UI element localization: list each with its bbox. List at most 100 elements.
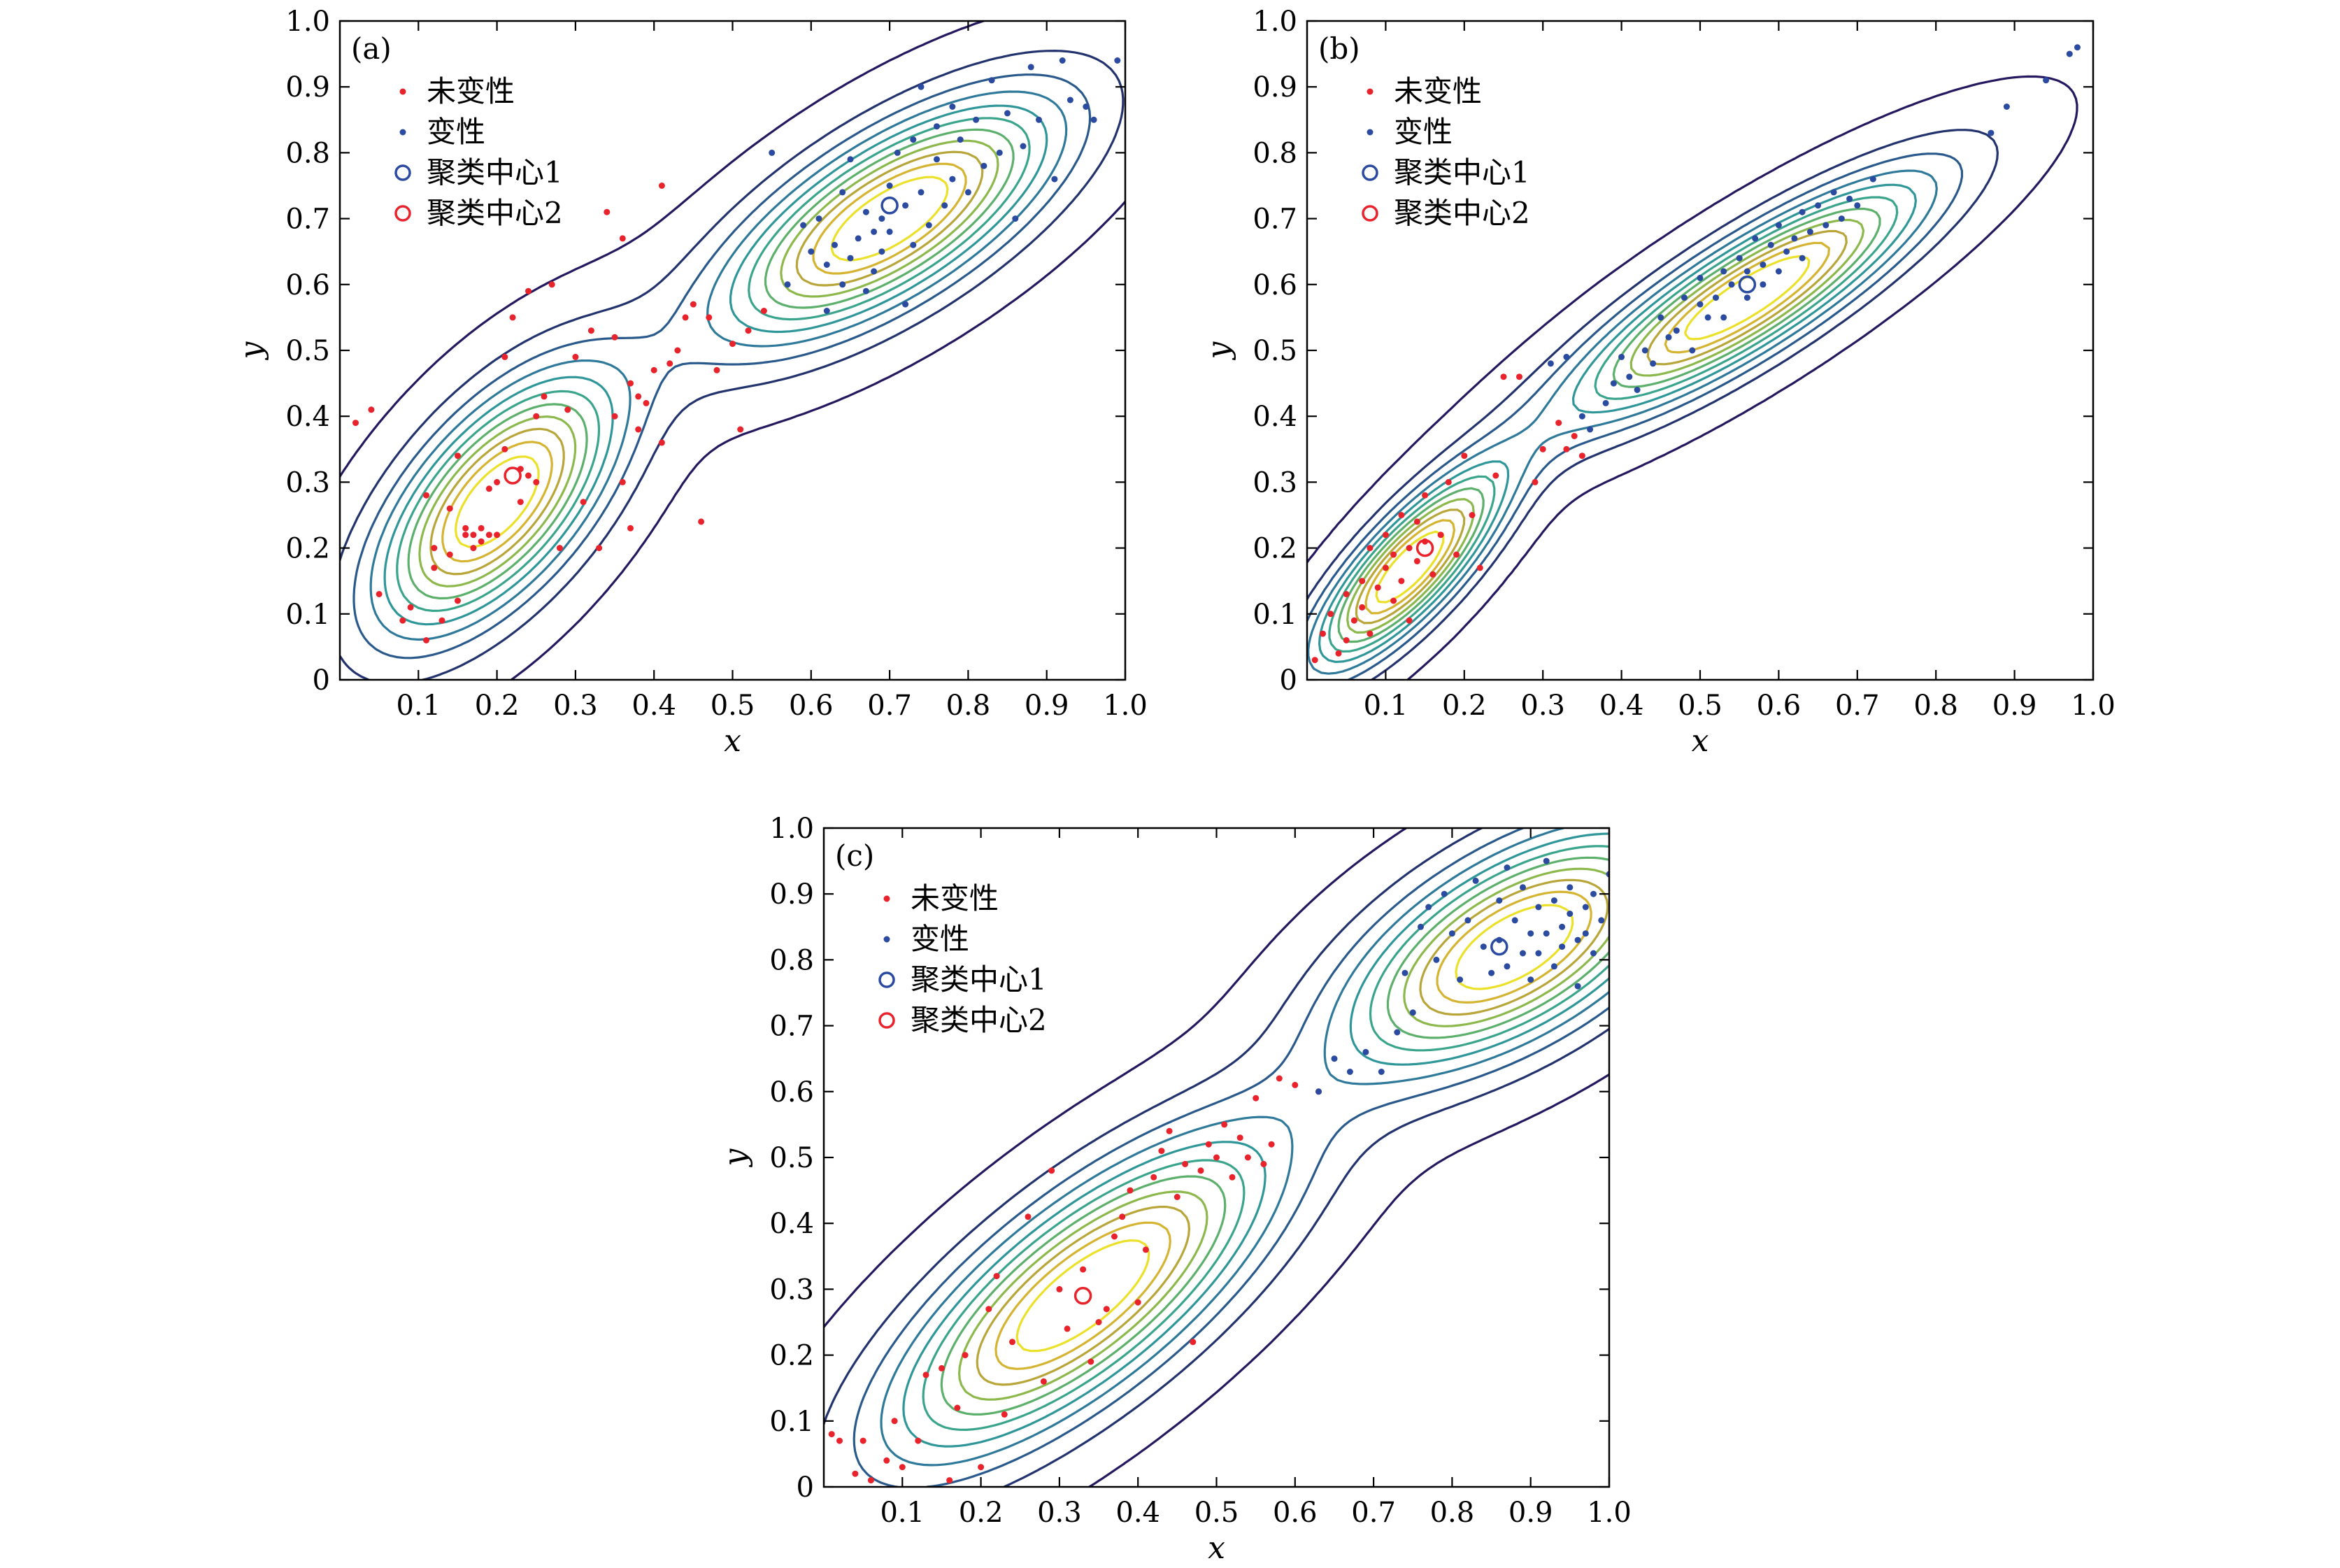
point-unmutated [985, 1306, 992, 1313]
legend-marker [878, 971, 895, 988]
point-unmutated [587, 327, 594, 334]
point-unmutated [1327, 611, 1334, 618]
legend-label: 聚类中心2 [1394, 196, 1530, 230]
point-mutated [1433, 956, 1440, 963]
point-mutated [1838, 215, 1845, 222]
x-axis-label: x [1208, 1530, 1225, 1566]
point-unmutated [1578, 452, 1585, 459]
y-tick-label: 0.8 [769, 944, 814, 976]
point-mutated [1574, 983, 1581, 990]
point-unmutated [564, 406, 571, 413]
point-mutated [910, 136, 917, 143]
point-unmutated [666, 360, 673, 367]
cluster-center-1-marker [880, 197, 899, 215]
point-unmutated [478, 525, 485, 532]
point-unmutated [690, 301, 697, 308]
x-tick-label: 0.6 [789, 690, 834, 722]
point-unmutated [852, 1470, 859, 1477]
contour-level-8 [958, 867, 1609, 1401]
point-unmutated [1119, 1213, 1126, 1220]
scatter-points [1311, 44, 2081, 664]
contour-level-9 [1355, 229, 1848, 625]
point-unmutated [1056, 1285, 1063, 1292]
point-mutated [1027, 64, 1034, 71]
y-tick-label: 0.6 [769, 1076, 814, 1109]
point-unmutated [1253, 1095, 1260, 1102]
point-unmutated [619, 235, 626, 242]
point-mutated [980, 162, 987, 169]
point-unmutated [1367, 545, 1374, 552]
contour-level-4 [880, 828, 1609, 1467]
point-mutated [1665, 334, 1672, 341]
point-mutated [784, 281, 791, 288]
point-unmutated [1087, 1358, 1094, 1365]
x-tick-label: 0.8 [1913, 690, 1958, 722]
legend-label: 变性 [911, 922, 969, 956]
point-unmutated [1390, 551, 1397, 558]
point-mutated [1394, 1029, 1401, 1036]
y-tick-label: 0.1 [285, 599, 330, 631]
point-mutated [1598, 917, 1605, 924]
point-unmutated [729, 341, 736, 348]
y-tick-label: 0.4 [1253, 401, 1297, 433]
point-unmutated [1205, 1141, 1212, 1148]
contour-level-1 [1307, 75, 2078, 680]
point-unmutated [455, 452, 461, 459]
contour-level-4 [1307, 169, 1938, 675]
contour-level-10 [994, 890, 1592, 1370]
point-mutated [1488, 969, 1495, 976]
y-tick-label: 0.2 [285, 533, 330, 565]
legend-marker [399, 88, 406, 95]
point-unmutated [580, 499, 587, 506]
point-unmutated [643, 399, 650, 406]
y-tick-label: 0.4 [769, 1208, 814, 1240]
point-mutated [894, 149, 901, 156]
point-unmutated [1398, 512, 1405, 518]
point-mutated [1012, 215, 1019, 222]
point-unmutated [572, 353, 579, 360]
point-mutated [1559, 923, 1566, 930]
point-mutated [1728, 281, 1735, 288]
scatter-points [828, 857, 1609, 1484]
point-unmutated [1335, 650, 1342, 657]
point-mutated [1713, 294, 1719, 301]
point-unmutated [494, 478, 501, 485]
point-unmutated [1571, 433, 1578, 439]
point-unmutated [501, 353, 508, 360]
point-unmutated [611, 334, 618, 341]
scatter-points [352, 57, 1121, 643]
point-unmutated [836, 1437, 843, 1444]
legend-marker [1367, 129, 1374, 136]
point-unmutated [478, 538, 485, 545]
y-tick-label: 0.2 [769, 1340, 814, 1372]
point-mutated [2074, 44, 2081, 51]
point-unmutated [1276, 1075, 1283, 1082]
y-tick-label: 0.9 [285, 71, 330, 104]
point-unmutated [1182, 1160, 1189, 1167]
contour-level-8 [418, 139, 999, 587]
cluster-center-2-marker [1073, 1287, 1092, 1305]
point-mutated [1480, 943, 1487, 950]
y-tick-label: 0.1 [1253, 599, 1297, 631]
point-unmutated [698, 518, 705, 525]
y-tick-label: 0 [1280, 664, 1297, 697]
point-mutated [1114, 57, 1121, 64]
point-unmutated [1197, 1167, 1204, 1174]
contour-level-2 [340, 50, 1125, 680]
point-mutated [1610, 380, 1617, 387]
point-unmutated [993, 1273, 1000, 1280]
point-mutated [1641, 347, 1648, 354]
contour-level-1 [340, 21, 1125, 680]
legend-label: 聚类中心2 [427, 196, 563, 230]
contour-lines [340, 21, 1125, 680]
point-mutated [1988, 129, 1995, 136]
point-mutated [918, 189, 925, 196]
point-mutated [1448, 930, 1455, 937]
point-mutated [1550, 963, 1557, 970]
legend-label: 聚类中心1 [911, 962, 1047, 997]
point-mutated [1511, 917, 1518, 924]
legend-label: 聚类中心1 [427, 155, 563, 190]
point-mutated [1830, 189, 1837, 196]
x-tick-label: 0.4 [632, 690, 676, 722]
y-tick-label: 0.5 [769, 1142, 814, 1174]
